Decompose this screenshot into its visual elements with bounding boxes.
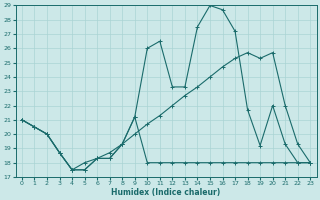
X-axis label: Humidex (Indice chaleur): Humidex (Indice chaleur): [111, 188, 221, 197]
